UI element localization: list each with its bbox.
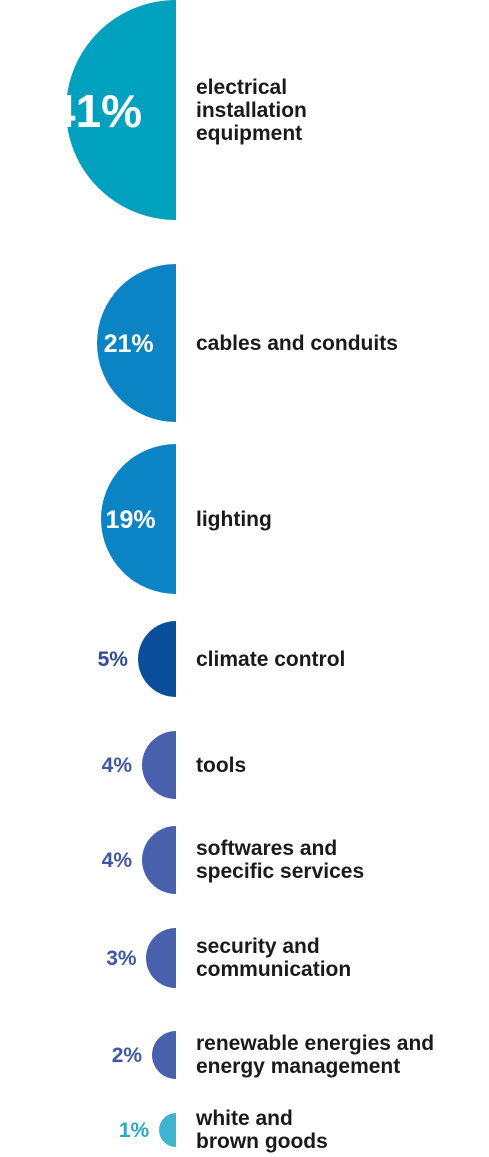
category-label-line: communication <box>196 958 352 981</box>
slice-marker <box>137 620 176 698</box>
category-label-line: softwares and <box>196 837 338 860</box>
category-label: white and brown goods <box>196 1107 328 1153</box>
percent-label: 4% <box>101 754 132 777</box>
percent-label: 2% <box>111 1044 143 1067</box>
category-label-line: climate control <box>196 647 346 671</box>
category-label-line: tools <box>196 753 247 777</box>
category-label-line: cables and conduits <box>196 331 398 355</box>
category-label-line: electrical <box>196 75 288 99</box>
category-label-line: white and <box>196 1107 293 1130</box>
category-label: lighting <box>196 508 272 531</box>
category-label: security and communication <box>196 935 351 981</box>
category-label: tools <box>196 754 246 777</box>
category-label-line: equipment <box>196 121 303 145</box>
percent-label: 21% <box>103 329 154 358</box>
percent-label: 1% <box>118 1119 150 1142</box>
category-label-line: renewable energies and <box>196 1032 435 1055</box>
percent-label: 19% <box>105 505 156 534</box>
slice-marker <box>151 1030 176 1080</box>
category-label-line: security and <box>196 935 320 958</box>
category-label-line: installation <box>196 98 307 122</box>
slice-marker <box>141 730 176 800</box>
category-label: cables and conduits <box>196 332 398 355</box>
category-label-line: specific services <box>196 860 365 883</box>
category-label: softwares and specific services <box>196 837 364 883</box>
slice-marker <box>141 825 176 895</box>
category-label: electrical installation equipment <box>196 76 307 145</box>
percent-label: 4% <box>101 849 132 872</box>
percent-label: 3% <box>106 947 137 970</box>
slice-marker <box>158 1112 176 1148</box>
category-label-line: energy management <box>196 1055 401 1078</box>
percent-label: 5% <box>97 648 128 671</box>
slice-marker <box>146 928 176 988</box>
category-label: climate control <box>196 648 345 671</box>
category-label: renewable energies and energy management <box>196 1032 434 1078</box>
category-label-line: brown goods <box>196 1130 328 1153</box>
percent-label: 41% <box>50 85 143 137</box>
category-label-line: lighting <box>196 507 272 531</box>
